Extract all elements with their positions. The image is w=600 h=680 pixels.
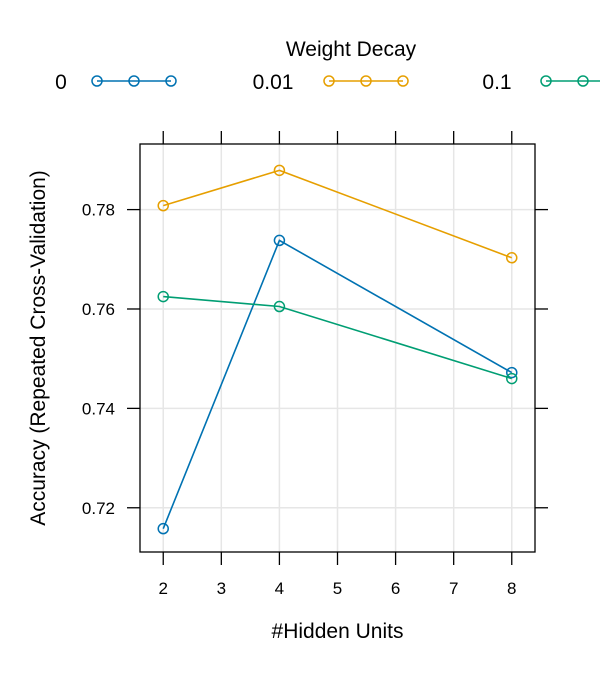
legend-entry: 0.01 — [253, 71, 409, 94]
legend-marker — [577, 75, 589, 87]
y-tick-label: 0.72 — [82, 499, 115, 518]
legend-marker — [165, 75, 177, 87]
legend-label: 0 — [55, 71, 67, 94]
data-point — [506, 252, 518, 264]
series-0_1 — [157, 290, 518, 385]
legend-marker — [128, 75, 140, 87]
legend-marker — [323, 75, 335, 87]
x-tick-label: 4 — [275, 579, 284, 598]
legend-marker — [360, 75, 372, 87]
x-tick-label: 3 — [217, 579, 226, 598]
series-line — [163, 169, 513, 259]
legend-label: 0.1 — [482, 71, 511, 94]
y-tick-label: 0.76 — [82, 300, 115, 319]
legend-title: Weight Decay — [286, 38, 417, 61]
data-point — [157, 522, 169, 535]
y-tick-label: 0.78 — [82, 201, 115, 220]
series-0 — [157, 234, 518, 535]
series-0_01 — [157, 164, 518, 264]
legend: Weight Decay 0 0.01 0.1 — [55, 38, 600, 94]
data-point — [506, 372, 518, 385]
x-tick-label: 7 — [449, 579, 458, 598]
data-point — [506, 366, 518, 379]
legend-marker — [540, 75, 552, 87]
legend-label: 0.01 — [253, 71, 294, 94]
x-tick-label: 6 — [391, 579, 400, 598]
legend-entry: 0 — [55, 71, 177, 94]
series-line — [163, 295, 513, 380]
data-point — [273, 164, 286, 177]
legend-marker — [91, 75, 103, 87]
series-layer — [157, 164, 518, 535]
x-tick-label: 5 — [333, 579, 342, 598]
data-point — [157, 199, 169, 212]
data-point — [157, 290, 169, 303]
series-line — [162, 239, 513, 529]
data-point — [273, 300, 286, 313]
legend-entry: 0.1 — [482, 71, 600, 94]
x-axis-label: #Hidden Units — [272, 620, 404, 643]
grid — [140, 144, 535, 552]
axes: 2 3 4 5 6 7 8 0.72 0.74 0.76 0.78 — [82, 131, 548, 598]
data-point — [273, 234, 286, 247]
y-axis-label: Accuracy (Repeated Cross-Validation) — [27, 170, 50, 526]
y-tick-label: 0.74 — [82, 399, 115, 418]
x-tick-label: 8 — [507, 579, 516, 598]
x-tick-label: 2 — [159, 579, 168, 598]
legend-marker — [397, 75, 409, 87]
